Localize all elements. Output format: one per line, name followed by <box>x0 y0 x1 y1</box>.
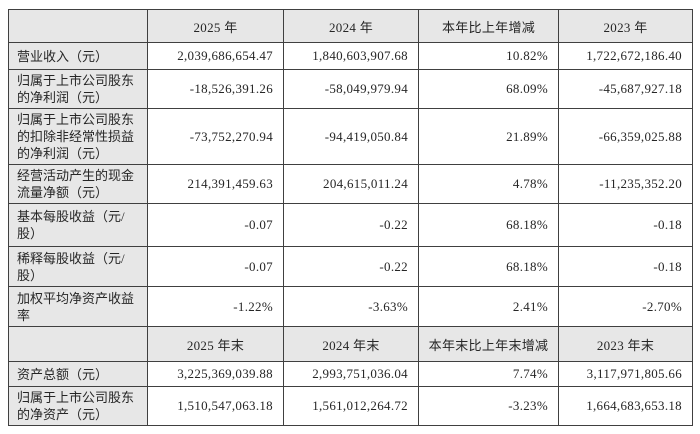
value-cell: -0.22 <box>283 246 419 287</box>
value-cell: -3.23% <box>418 386 559 426</box>
row-label: 加权平均净资产收益率 <box>8 286 148 327</box>
table-row-operating-cash-flow: 经营活动产生的现金流量净额（元） 214,391,459.63 204,615,… <box>8 164 693 204</box>
column-header-2024-end: 2024 年末 <box>283 326 419 362</box>
value-cell: 68.18% <box>418 246 559 287</box>
section2-header-row: 2025 年末 2024 年末 本年末比上年末增减 2023 年末 <box>8 326 693 362</box>
value-cell: -11,235,352.20 <box>558 164 693 204</box>
table-row-basic-eps: 基本每股收益（元/股） -0.07 -0.22 68.18% -0.18 <box>8 203 693 247</box>
value-cell: -0.07 <box>147 246 284 287</box>
value-cell: 1,664,683,653.18 <box>558 386 693 426</box>
column-header-2025-end: 2025 年末 <box>147 326 284 362</box>
table-row-net-profit: 归属于上市公司股东的净利润（元） -18,526,391.26 -58,049,… <box>8 69 693 109</box>
column-header-2025: 2025 年 <box>147 9 284 43</box>
column-header-yoy-change: 本年比上年增减 <box>418 9 559 43</box>
row-label: 归属于上市公司股东的扣除非经常性损益的净利润（元） <box>8 108 148 165</box>
column-header-yoy-end-change: 本年末比上年末增减 <box>418 326 559 362</box>
row-label: 资产总额（元） <box>8 361 148 387</box>
value-cell: -3.63% <box>283 286 419 327</box>
financial-summary-table: 2025 年 2024 年 本年比上年增减 2023 年 营业收入（元） 2,0… <box>8 9 693 426</box>
row-label: 归属于上市公司股东的净资产（元） <box>8 386 148 426</box>
value-cell: -0.18 <box>558 246 693 287</box>
value-cell: 68.18% <box>418 203 559 247</box>
row-label: 经营活动产生的现金流量净额（元） <box>8 164 148 204</box>
table-row-operating-revenue: 营业收入（元） 2,039,686,654.47 1,840,603,907.6… <box>8 42 693 70</box>
value-cell: 7.74% <box>418 361 559 387</box>
value-cell: 3,225,369,039.88 <box>147 361 284 387</box>
value-cell: -58,049,979.94 <box>283 69 419 109</box>
table-row-weighted-avg-roe: 加权平均净资产收益率 -1.22% -3.63% 2.41% -2.70% <box>8 286 693 327</box>
value-cell: 68.09% <box>418 69 559 109</box>
column-header-empty <box>8 9 148 43</box>
value-cell: 1,510,547,063.18 <box>147 386 284 426</box>
value-cell: -45,687,927.18 <box>558 69 693 109</box>
value-cell: -1.22% <box>147 286 284 327</box>
value-cell: 214,391,459.63 <box>147 164 284 204</box>
value-cell: 21.89% <box>418 108 559 165</box>
value-cell: 1,840,603,907.68 <box>283 42 419 70</box>
table-row-diluted-eps: 稀释每股收益（元/股） -0.07 -0.22 68.18% -0.18 <box>8 246 693 287</box>
value-cell: -2.70% <box>558 286 693 327</box>
value-cell: -0.22 <box>283 203 419 247</box>
value-cell: 10.82% <box>418 42 559 70</box>
value-cell: 2,993,751,036.04 <box>283 361 419 387</box>
table-row-total-assets: 资产总额（元） 3,225,369,039.88 2,993,751,036.0… <box>8 361 693 387</box>
column-header-empty <box>8 326 148 362</box>
table-row-net-profit-excl-nonrecurring: 归属于上市公司股东的扣除非经常性损益的净利润（元） -73,752,270.94… <box>8 108 693 165</box>
value-cell: -0.18 <box>558 203 693 247</box>
value-cell: 204,615,011.24 <box>283 164 419 204</box>
row-label: 归属于上市公司股东的净利润（元） <box>8 69 148 109</box>
column-header-2023: 2023 年 <box>558 9 693 43</box>
row-label: 基本每股收益（元/股） <box>8 203 148 247</box>
column-header-2024: 2024 年 <box>283 9 419 43</box>
value-cell: -66,359,025.88 <box>558 108 693 165</box>
value-cell: 3,117,971,805.66 <box>558 361 693 387</box>
value-cell: -94,419,050.84 <box>283 108 419 165</box>
row-label: 稀释每股收益（元/股） <box>8 246 148 287</box>
section1-header-row: 2025 年 2024 年 本年比上年增减 2023 年 <box>8 9 693 43</box>
value-cell: 2.41% <box>418 286 559 327</box>
value-cell: -0.07 <box>147 203 284 247</box>
column-header-2023-end: 2023 年末 <box>558 326 693 362</box>
value-cell: 2,039,686,654.47 <box>147 42 284 70</box>
row-label: 营业收入（元） <box>8 42 148 70</box>
value-cell: 1,722,672,186.40 <box>558 42 693 70</box>
value-cell: 1,561,012,264.72 <box>283 386 419 426</box>
value-cell: 4.78% <box>418 164 559 204</box>
value-cell: -18,526,391.26 <box>147 69 284 109</box>
value-cell: -73,752,270.94 <box>147 108 284 165</box>
table-row-net-assets: 归属于上市公司股东的净资产（元） 1,510,547,063.18 1,561,… <box>8 386 693 426</box>
